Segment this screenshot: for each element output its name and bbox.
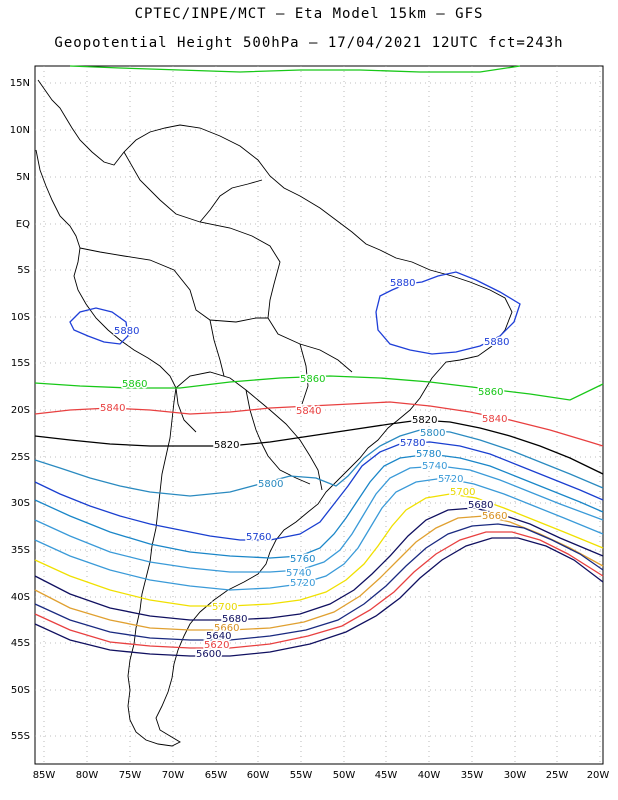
contour-5720 xyxy=(34,477,604,591)
contour-5620 xyxy=(34,531,604,649)
map-subtitle: Geopotential Height 500hPa – 17/04/2021 … xyxy=(54,35,564,51)
lon-tick-label: 50W xyxy=(333,770,356,781)
contour-5800 xyxy=(34,429,604,497)
contour-label: 5820 xyxy=(214,440,239,451)
lon-tick-label: 75W xyxy=(119,770,142,781)
contour-label: 5600 xyxy=(196,649,221,660)
lon-tick-label: 30W xyxy=(504,770,527,781)
longitude-axis: 85W 80W 75W 70W 65W 60W 55W 50W 45W 40W … xyxy=(33,770,610,781)
contour-label: 5680 xyxy=(468,500,493,511)
lon-tick-label: 20W xyxy=(587,770,610,781)
lat-tick-label: 40S xyxy=(11,592,30,603)
lat-tick-label: 10S xyxy=(11,312,30,323)
lon-tick-label: 85W xyxy=(33,770,56,781)
contour-5680 xyxy=(34,507,604,621)
contour-label: 5680 xyxy=(222,614,247,625)
contour-label: 5880 xyxy=(390,278,415,289)
map-frame xyxy=(34,65,604,765)
lon-tick-label: 25W xyxy=(546,770,569,781)
contour-5780 xyxy=(34,441,604,541)
lat-tick-label: 20S xyxy=(11,405,30,416)
contour-label: 5760 xyxy=(246,532,271,543)
contour-label: 5700 xyxy=(450,487,475,498)
lat-tick-label: 15N xyxy=(10,78,30,89)
contour-5820 xyxy=(34,419,604,475)
contour-label: 5640 xyxy=(206,631,231,642)
contour-5700 xyxy=(34,493,604,607)
lat-tick-label: 50S xyxy=(11,685,30,696)
contour-label: 5740 xyxy=(286,568,311,579)
lat-tick-label: 10N xyxy=(10,125,30,136)
contour-label: 5780 xyxy=(416,449,441,460)
lon-tick-label: 65W xyxy=(205,770,228,781)
lat-tick-label: 5S xyxy=(17,265,30,276)
contour-label: 5660 xyxy=(214,623,239,634)
contour-label: 5860 xyxy=(478,387,503,398)
contour-label: 5720 xyxy=(290,578,315,589)
contour-lines xyxy=(34,65,604,657)
contour-label: 5660 xyxy=(482,511,507,522)
lon-tick-label: 80W xyxy=(76,770,99,781)
contour-label: 5860 xyxy=(300,374,325,385)
contour-label: 5840 xyxy=(296,406,321,417)
lat-tick-label: 15S xyxy=(11,358,30,369)
contour-5840 xyxy=(34,401,604,447)
lat-tick-label: 25S xyxy=(11,452,30,463)
lon-tick-label: 70W xyxy=(162,770,185,781)
contour-label: 5780 xyxy=(400,438,425,449)
contour-labels: 5880 5880 5880 5860 5860 5860 5840 5840 … xyxy=(99,277,511,662)
lat-tick-label: 55S xyxy=(11,731,30,742)
contour-label: 5740 xyxy=(422,461,447,472)
contour-5760 xyxy=(34,453,604,559)
lat-tick-label: 5N xyxy=(16,172,30,183)
contour-label: 5720 xyxy=(438,474,463,485)
lon-tick-label: 45W xyxy=(375,770,398,781)
contour-5600 xyxy=(34,537,604,657)
lon-tick-label: 60W xyxy=(247,770,270,781)
contour-5740 xyxy=(34,465,604,573)
contour-label: 5800 xyxy=(258,479,283,490)
contour-label: 5800 xyxy=(420,428,445,439)
contour-5860 xyxy=(34,375,604,401)
latitude-axis: 15N 10N 5N EQ 5S 10S 15S 20S 25S 30S 35S… xyxy=(10,78,30,742)
contour-5880-west xyxy=(69,307,129,345)
lon-tick-label: 40W xyxy=(418,770,441,781)
contour-5660 xyxy=(34,515,604,631)
contour-5860-north xyxy=(69,65,521,73)
lat-tick-label: 30S xyxy=(11,498,30,509)
contour-label: 5620 xyxy=(204,640,229,651)
contour-label: 5760 xyxy=(290,554,315,565)
lon-tick-label: 55W xyxy=(290,770,313,781)
contour-label: 5880 xyxy=(114,326,139,337)
lon-tick-label: 35W xyxy=(461,770,484,781)
contour-label: 5820 xyxy=(412,415,437,426)
lat-tick-label: 35S xyxy=(11,545,30,556)
contour-label: 5700 xyxy=(212,602,237,613)
lat-tick-label: EQ xyxy=(16,219,30,230)
contour-label: 5880 xyxy=(484,337,509,348)
contour-label: 5840 xyxy=(100,403,125,414)
contour-5880-east xyxy=(375,271,521,355)
map-title: CPTEC/INPE/MCT – Eta Model 15km – GFS xyxy=(134,6,484,22)
contour-label: 5840 xyxy=(482,414,507,425)
contour-label: 5860 xyxy=(122,379,147,390)
lat-tick-label: 45S xyxy=(11,638,30,649)
contour-5640 xyxy=(34,523,604,641)
